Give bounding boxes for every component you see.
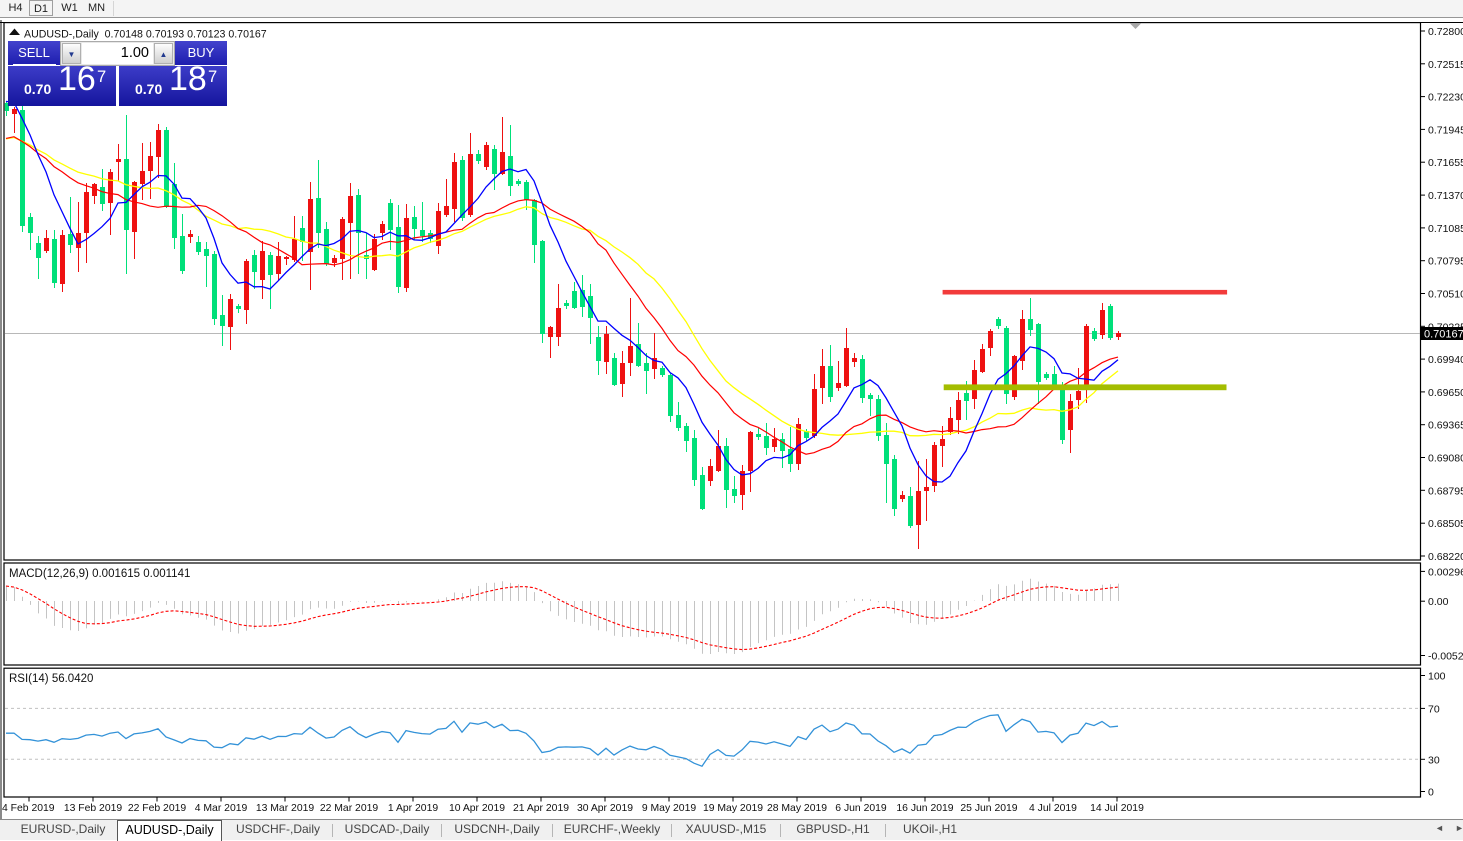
svg-text:70: 70	[1428, 703, 1440, 715]
svg-text:4 Mar 2019: 4 Mar 2019	[195, 803, 248, 814]
svg-text:0.69365: 0.69365	[1428, 420, 1463, 432]
svg-text:1 Apr 2019: 1 Apr 2019	[388, 803, 438, 814]
svg-text:0: 0	[1428, 787, 1434, 799]
svg-text:13 Feb 2019: 13 Feb 2019	[64, 803, 123, 814]
svg-text:30: 30	[1428, 754, 1440, 766]
svg-text:0.70167: 0.70167	[1424, 329, 1463, 341]
svg-text:30 Apr 2019: 30 Apr 2019	[577, 803, 633, 814]
svg-text:-0.005255: -0.005255	[1428, 651, 1463, 663]
svg-text:13 Mar 2019: 13 Mar 2019	[256, 803, 315, 814]
svg-text:0.71945: 0.71945	[1428, 124, 1463, 136]
svg-text:0.69080: 0.69080	[1428, 453, 1463, 465]
svg-text:MACD(12,26,9) 0.001615 0.00114: MACD(12,26,9) 0.001615 0.001141	[9, 568, 190, 580]
svg-text:0.71085: 0.71085	[1428, 223, 1463, 235]
svg-text:RSI(14) 56.0420: RSI(14) 56.0420	[9, 673, 93, 685]
svg-text:25 Jun 2019: 25 Jun 2019	[960, 803, 1017, 814]
svg-text:0.70510: 0.70510	[1428, 289, 1463, 301]
svg-text:0.69940: 0.69940	[1428, 354, 1463, 366]
svg-text:22 Mar 2019: 22 Mar 2019	[320, 803, 379, 814]
svg-text:0.68795: 0.68795	[1428, 485, 1463, 497]
svg-text:0.71370: 0.71370	[1428, 190, 1463, 202]
svg-text:19 May 2019: 19 May 2019	[703, 803, 763, 814]
svg-text:22 Feb 2019: 22 Feb 2019	[128, 803, 187, 814]
svg-text:4 Feb 2019: 4 Feb 2019	[2, 803, 55, 814]
svg-text:14 Jul 2019: 14 Jul 2019	[1090, 803, 1144, 814]
svg-text:0.00: 0.00	[1428, 596, 1449, 608]
svg-text:6 Jun 2019: 6 Jun 2019	[835, 803, 887, 814]
svg-text:0.69650: 0.69650	[1428, 387, 1463, 399]
svg-text:0.70795: 0.70795	[1428, 256, 1463, 268]
svg-text:28 May 2019: 28 May 2019	[767, 803, 827, 814]
svg-text:0.68505: 0.68505	[1428, 518, 1463, 530]
svg-text:0.71655: 0.71655	[1428, 157, 1463, 169]
svg-text:0.72230: 0.72230	[1428, 92, 1463, 104]
svg-text:0.72515: 0.72515	[1428, 59, 1463, 71]
svg-text:0.002962: 0.002962	[1428, 566, 1463, 578]
svg-text:AUDUSD-,Daily 0.70148 0.70193: AUDUSD-,Daily 0.70148 0.70193 0.70123 0.…	[24, 28, 267, 40]
svg-text:0.68220: 0.68220	[1428, 551, 1463, 563]
svg-text:10 Apr 2019: 10 Apr 2019	[449, 803, 505, 814]
svg-text:4 Jul 2019: 4 Jul 2019	[1029, 803, 1077, 814]
svg-text:100: 100	[1428, 671, 1446, 683]
svg-text:0.72800: 0.72800	[1428, 26, 1463, 38]
svg-text:16 Jun 2019: 16 Jun 2019	[896, 803, 953, 814]
svg-text:21 Apr 2019: 21 Apr 2019	[513, 803, 569, 814]
svg-text:9 May 2019: 9 May 2019	[642, 803, 697, 814]
